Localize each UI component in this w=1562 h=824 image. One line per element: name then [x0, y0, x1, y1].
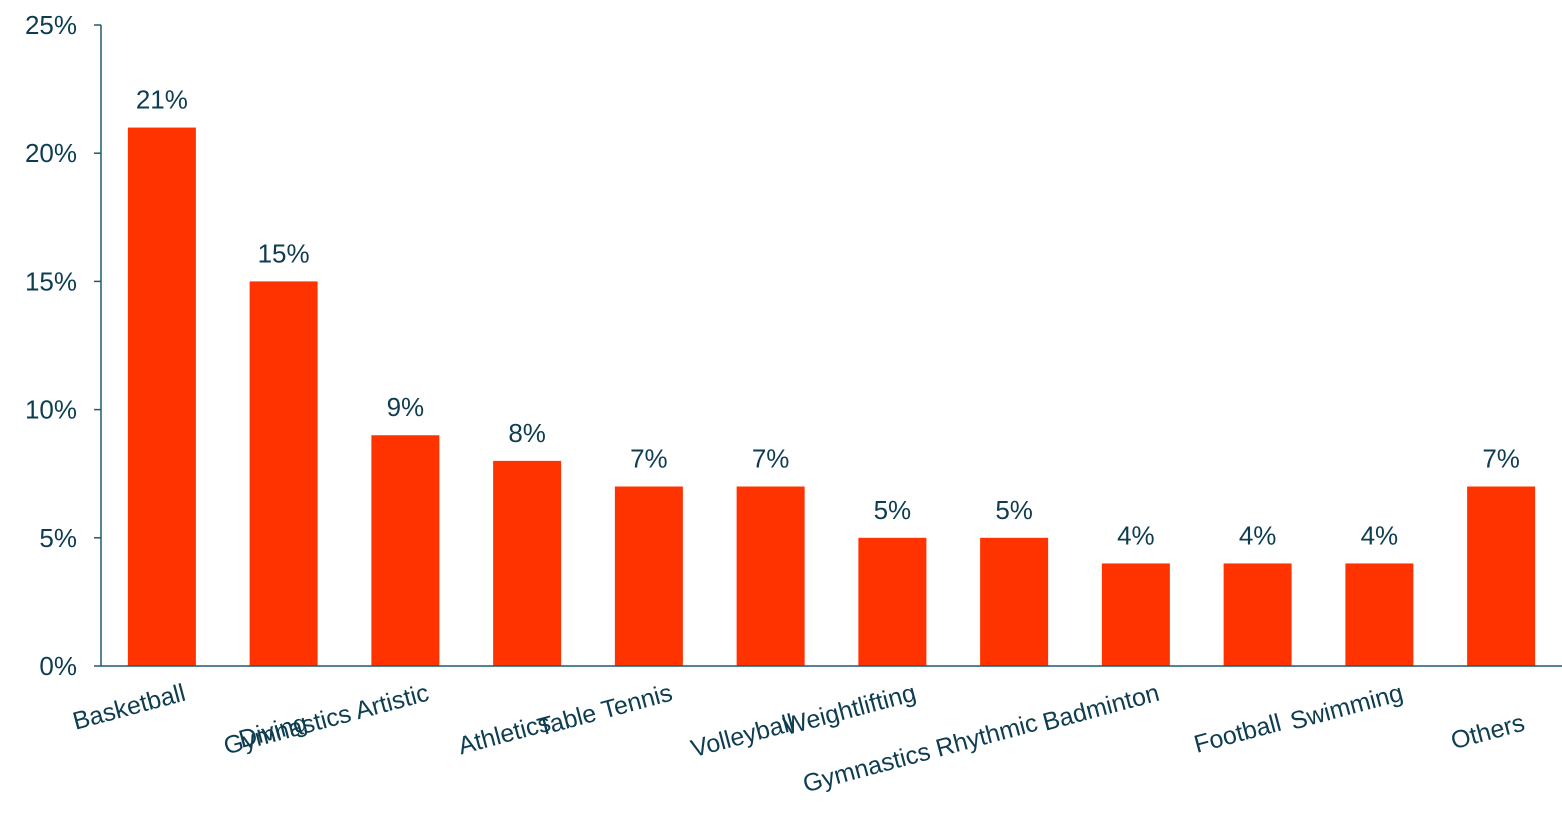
data-label: 8%	[508, 418, 546, 448]
data-label: 5%	[995, 495, 1033, 525]
bar	[371, 435, 439, 666]
bar	[615, 487, 683, 666]
y-tick-label: 15%	[25, 266, 77, 296]
data-label: 21%	[136, 85, 188, 115]
y-tick-label: 20%	[25, 138, 77, 168]
bar	[128, 128, 196, 666]
y-tick-label: 5%	[39, 523, 77, 553]
x-tick-label: Gymnastics Artistic	[221, 679, 432, 761]
x-tick-label: Basketball	[70, 679, 189, 736]
y-tick-label: 0%	[39, 651, 77, 681]
bar	[980, 538, 1048, 666]
x-tick-label: Swimming	[1287, 679, 1406, 736]
bar	[1345, 563, 1413, 666]
x-tick-label: Badminton	[1040, 679, 1163, 737]
bar	[737, 487, 805, 666]
y-axis-ticks: 0% 5% 10% 15% 20% 25%	[25, 10, 101, 681]
x-tick-label: Football	[1191, 709, 1284, 759]
bar	[858, 538, 926, 666]
bar	[1224, 563, 1292, 666]
data-labels-group: 21% 15% 9% 8% 7% 7% 5% 5% 4% 4% 4% 7%	[136, 85, 1520, 551]
y-tick-label: 25%	[25, 10, 77, 40]
data-label: 5%	[874, 495, 912, 525]
bar	[1467, 487, 1535, 666]
data-label: 4%	[1361, 520, 1399, 550]
data-label: 4%	[1239, 520, 1277, 550]
data-label: 7%	[752, 444, 790, 474]
x-tick-label: Others	[1448, 709, 1528, 755]
y-tick-label: 10%	[25, 395, 77, 425]
x-tick-label: Table Tennis	[534, 679, 675, 742]
data-label: 9%	[387, 392, 425, 422]
bar	[250, 281, 318, 666]
x-tick-label: Weightlifting	[781, 679, 919, 741]
data-label: 7%	[1482, 444, 1520, 474]
bars-group	[128, 128, 1535, 666]
data-label: 7%	[630, 444, 668, 474]
data-label: 15%	[258, 238, 310, 268]
bar	[493, 461, 561, 666]
data-label: 4%	[1117, 520, 1155, 550]
bar	[1102, 563, 1170, 666]
